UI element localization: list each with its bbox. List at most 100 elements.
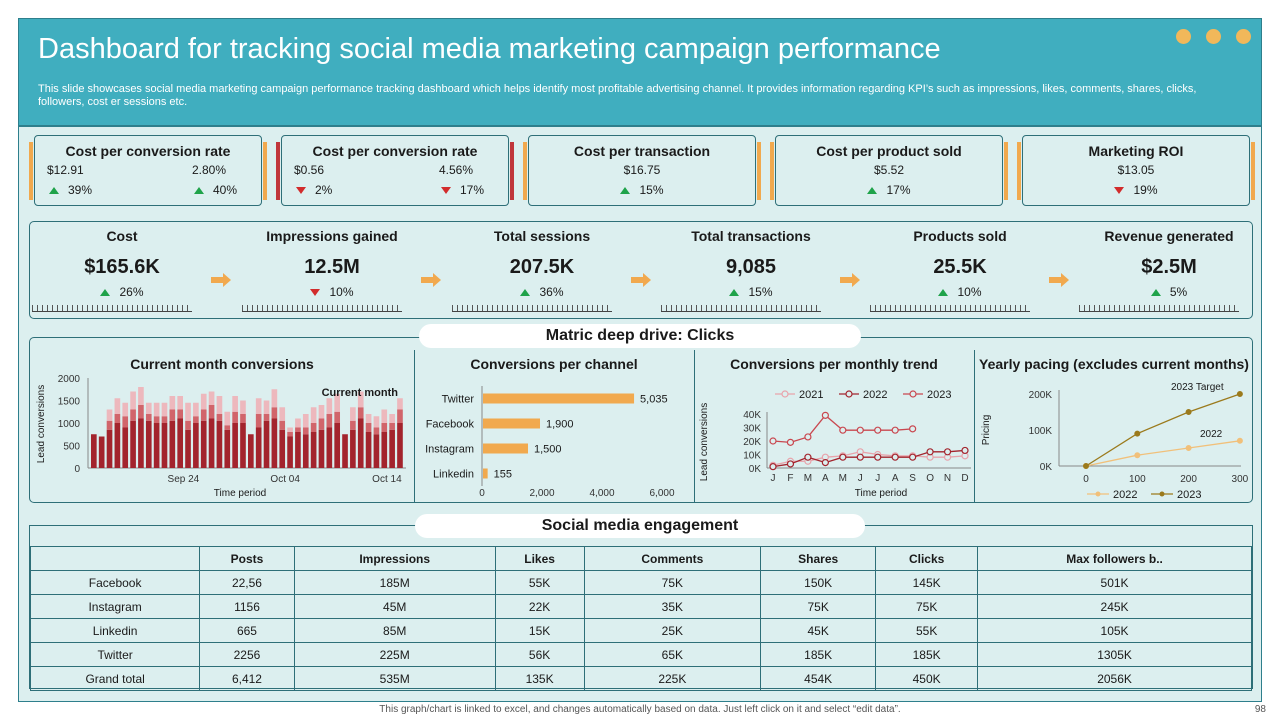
arrow-down-icon [310, 288, 321, 296]
bar [302, 414, 309, 428]
bar [177, 409, 184, 419]
y-tick-label: 2000 [58, 374, 81, 385]
kpi-change: 40% [194, 183, 237, 197]
chart-title-conversions: Current month conversions [130, 356, 314, 372]
metric-value: 207.5K [509, 256, 575, 278]
y-axis-title: Pricing [981, 415, 992, 446]
bar [98, 436, 105, 468]
bar [483, 468, 488, 479]
x-tick-label: J [875, 473, 880, 484]
metric-title: Products sold [913, 228, 1007, 244]
divider [694, 350, 695, 502]
bar [145, 414, 152, 421]
bar [161, 402, 168, 417]
metric-value: 12.5M [304, 256, 360, 278]
data-point [769, 463, 777, 471]
table-cell: 45M [293, 594, 496, 619]
table-header-row: Posts Impressions Likes Comments Shares Click… [29, 546, 1252, 571]
bar [161, 416, 168, 423]
bar [169, 409, 176, 421]
bar [130, 409, 136, 421]
legend-swatch [1159, 491, 1165, 497]
series-line [1085, 393, 1241, 467]
bar [263, 400, 270, 414]
table-cell: 185K [760, 642, 877, 667]
metric-value: 9,085 [725, 256, 777, 278]
table-cell: 22K [494, 594, 585, 619]
arrow-right-icon [840, 273, 860, 287]
data-point [1134, 452, 1141, 459]
x-tick-label: 2,000 [529, 488, 554, 499]
bar [295, 418, 301, 428]
metric-change-value: 26% [119, 285, 144, 299]
bar [130, 391, 136, 410]
metric-title: Total sessions [493, 228, 591, 244]
data-point [1083, 463, 1089, 469]
x-tick-label: 4,000 [589, 488, 614, 499]
bar [334, 393, 341, 412]
table-cell: 450K [875, 666, 979, 691]
arrow-down-icon [296, 186, 306, 194]
bar [138, 418, 144, 468]
column-header: Shares [760, 546, 877, 571]
chart-title-monthly: Conversions per monthly trend [730, 356, 938, 372]
y-tick-label: 100K [1029, 426, 1053, 437]
bar [389, 429, 395, 468]
dot-icon [1206, 29, 1221, 44]
legend-swatch [909, 390, 917, 398]
kpi-change-value: 17% [460, 183, 485, 197]
metric-value: 25.5K [933, 256, 987, 278]
bar [185, 420, 191, 430]
bar [122, 416, 129, 428]
data-point [891, 426, 899, 434]
y-tick-label: 0K [749, 464, 762, 475]
kpi-value: $12.91 [47, 163, 84, 177]
x-tick-label: A [822, 473, 829, 484]
bar [216, 414, 223, 421]
bar [357, 391, 364, 408]
column-header: Comments [583, 546, 762, 571]
table-cell: 2256 [199, 642, 295, 667]
table-cell: 665 [199, 618, 295, 643]
metric-change-value: 5% [1169, 285, 1188, 299]
table-cell: 1305K [977, 642, 1252, 667]
data-point [1236, 391, 1243, 397]
accent-bar [510, 142, 514, 200]
metric-title: Total transactions [691, 228, 811, 244]
kpi-change-value: 19% [1133, 183, 1158, 197]
bar [295, 432, 301, 468]
table-cell: 85M [293, 618, 496, 643]
y-tick-label: 1000 [58, 419, 81, 430]
row-label: Twitter [29, 642, 201, 667]
y-tick-label: 0K [1040, 462, 1053, 473]
bar [302, 427, 309, 435]
table-cell: 75K [583, 570, 762, 595]
bar [357, 407, 364, 419]
ruler-scale [1079, 305, 1239, 312]
bar [318, 418, 325, 430]
bar [208, 405, 215, 419]
metric-title: Revenue generated [1104, 228, 1234, 244]
metric-change: 10% [237, 285, 427, 299]
metric-change: 26% [27, 285, 217, 299]
data-point [874, 453, 882, 461]
bar [350, 429, 356, 468]
bar [138, 405, 144, 419]
kpi-value: 2.80% [192, 163, 227, 177]
x-axis-title: Time period [855, 488, 907, 499]
legend-label: 2022 [863, 389, 887, 401]
kpi-value: $5.52 [873, 163, 905, 177]
kpi-change: 39% [49, 183, 92, 197]
metric-change-value: 36% [539, 285, 564, 299]
chart-title-pacing: Yearly pacing (excludes current months) [979, 356, 1249, 372]
bar [114, 398, 121, 414]
bar [255, 398, 262, 414]
bar [106, 420, 113, 430]
table-cell: 22,56 [199, 570, 295, 595]
header: Dashboard for tracking social media mark… [19, 19, 1261, 126]
x-tick-label: A [892, 473, 899, 484]
kpi-change: 17% [776, 183, 1002, 197]
legend-label: Current month [322, 387, 399, 399]
bar [216, 396, 223, 414]
table-cell: 145K [875, 570, 979, 595]
